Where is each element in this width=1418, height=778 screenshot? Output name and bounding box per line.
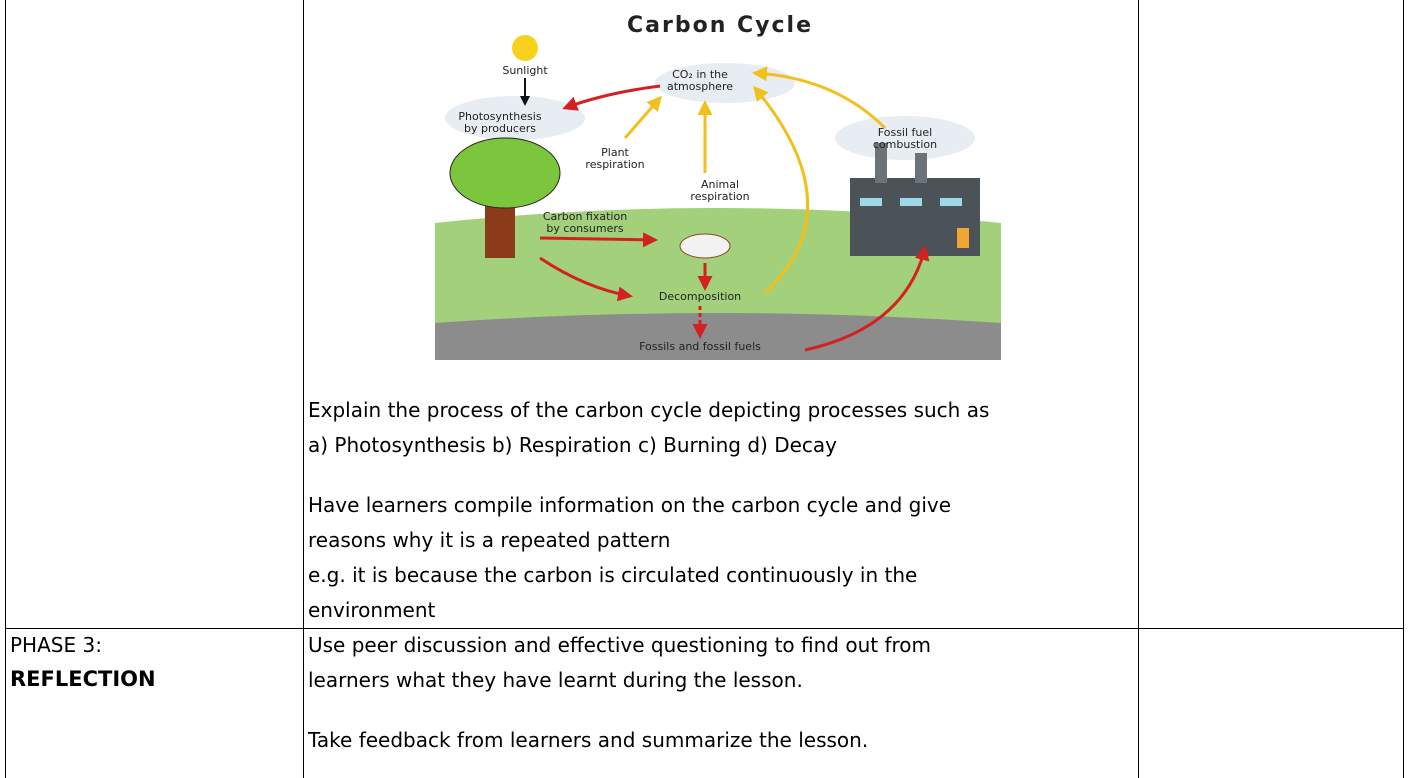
diagram-label: atmosphere — [667, 80, 733, 93]
page: Carbon Cycle SunlightCO₂ in theatmospher… — [0, 0, 1418, 778]
border — [5, 628, 1404, 629]
diagram-title: Carbon Cycle — [627, 13, 813, 38]
diagram-label: by consumers — [546, 222, 623, 235]
border — [1138, 0, 1139, 778]
paragraph-line: environment — [308, 598, 435, 622]
diagram-label: Decomposition — [659, 290, 741, 303]
border — [5, 0, 6, 778]
paragraph-line: Explain the process of the carbon cycle … — [308, 398, 989, 422]
border — [303, 0, 304, 778]
phase-label: PHASE 3: — [10, 633, 102, 657]
diagram-label: Fossils and fossil fuels — [639, 340, 761, 353]
paragraph-line: e.g. it is because the carbon is circula… — [308, 563, 917, 587]
paragraph-line: a) Photosynthesis b) Respiration c) Burn… — [308, 433, 837, 457]
diagram-label: combustion — [873, 138, 937, 151]
paragraph-line: Use peer discussion and effective questi… — [308, 633, 931, 657]
border — [1403, 0, 1404, 778]
diagram-label: respiration — [690, 190, 749, 203]
diagram-label: respiration — [585, 158, 644, 171]
paragraph-line: learners what they have learnt during th… — [308, 668, 803, 692]
phase-name: REFLECTION — [10, 667, 156, 691]
paragraph-line: Take feedback from learners and summariz… — [308, 728, 868, 752]
diagram-label: Sunlight — [502, 64, 548, 77]
diagram-label: by producers — [464, 122, 536, 135]
paragraph-line: reasons why it is a repeated pattern — [308, 528, 670, 552]
paragraph-line: Have learners compile information on the… — [308, 493, 951, 517]
